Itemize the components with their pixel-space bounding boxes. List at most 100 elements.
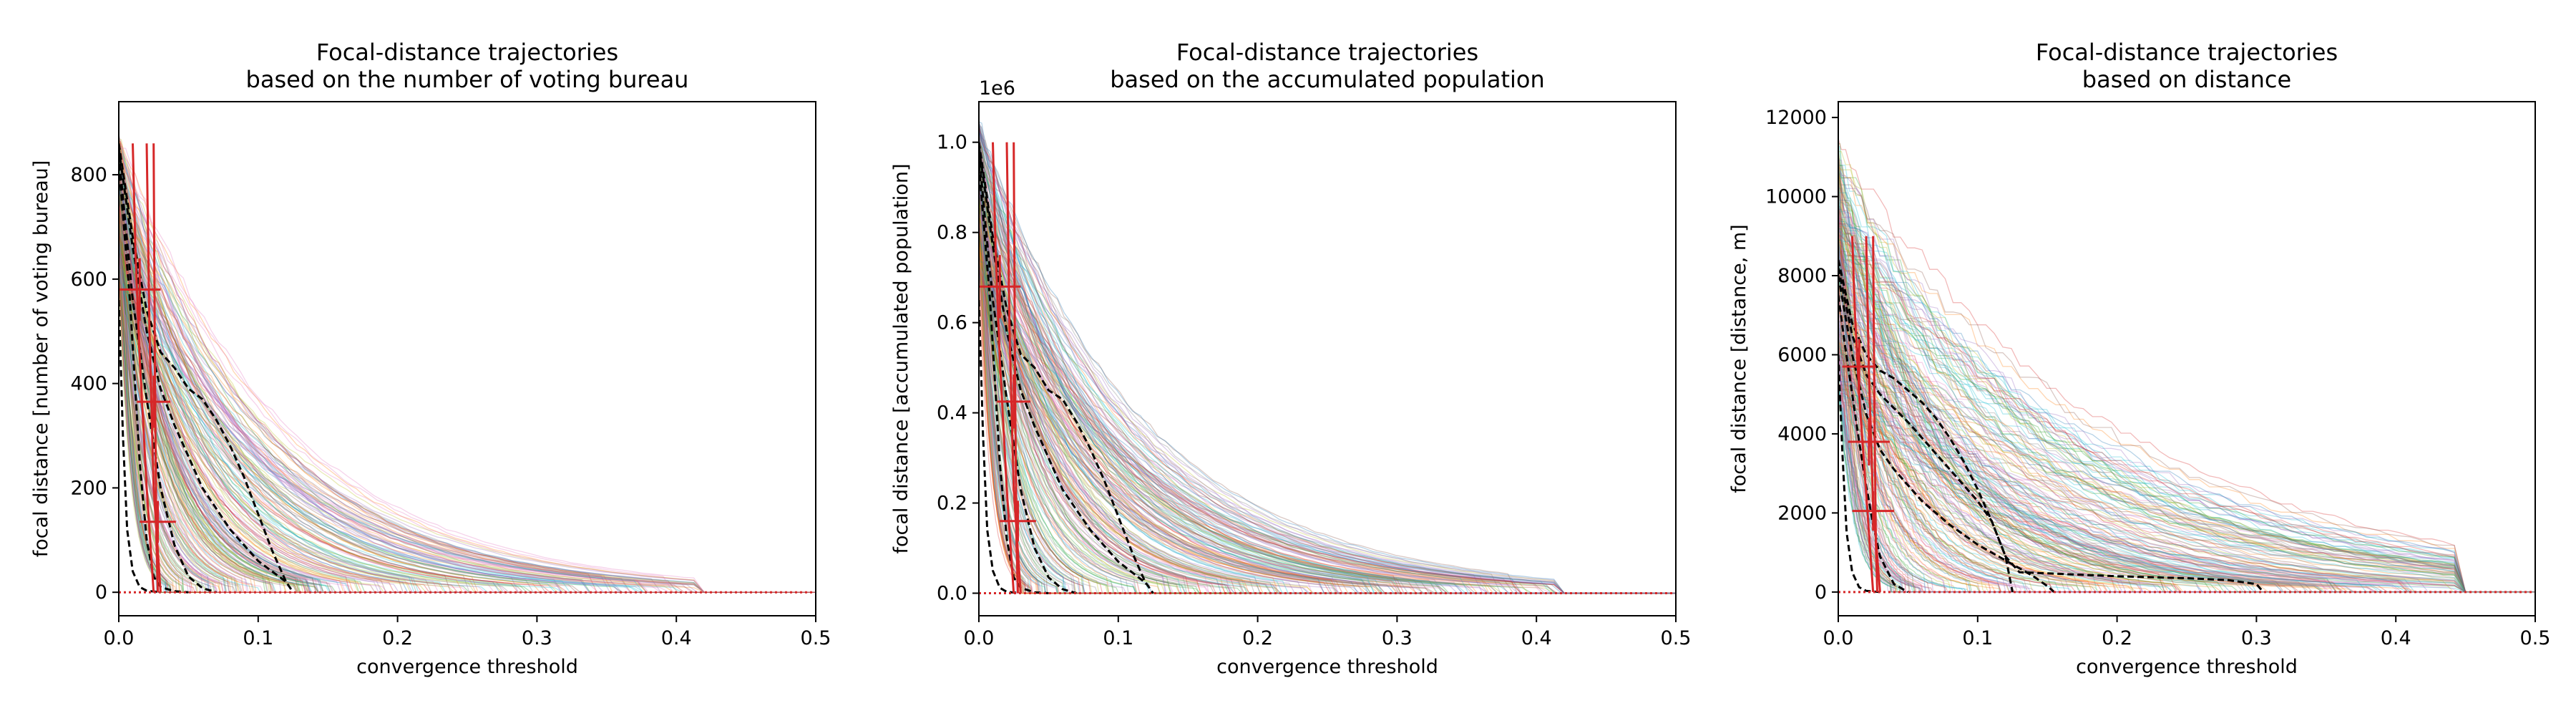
trajectory-line [1838,216,2535,593]
trajectory-line [979,210,1676,594]
trajectory-line [979,204,1676,594]
trajectory-line [1838,223,2535,593]
trajectory-line [119,203,816,593]
trajectory-line [119,217,816,593]
trajectory-line [1838,363,2535,593]
trajectory-line [1838,162,2535,593]
trajectory-line [979,131,1676,594]
trajectory-line [1838,308,2535,593]
trajectory-line [979,158,1676,594]
x-tick-label: 0.5 [801,627,831,649]
trajectory-line [1838,208,2535,593]
trajectory-line [1838,275,2535,593]
trajectory-line [979,170,1676,594]
trajectory-line [979,147,1676,594]
trajectory-line [979,212,1676,594]
trajectory-line [119,274,816,593]
trajectory-line [119,222,816,593]
trajectory-line [1838,373,2535,593]
trajectory-line [979,251,1676,594]
trajectory-line [119,164,816,593]
trajectory-line [1838,228,2535,593]
trajectory-line [1838,268,2535,593]
trajectory-line [1838,343,2535,593]
trajectory-line [119,173,816,593]
trajectory-line [119,163,816,593]
trajectory-line [979,268,1676,594]
trajectory-line [119,146,816,593]
trajectory-line [979,213,1676,594]
trajectory-line [979,124,1676,594]
trajectory-line [119,135,816,593]
trajectory-line [119,156,816,593]
trajectory-line [119,216,816,593]
trajectory-line [979,228,1676,594]
trajectory-line [979,149,1676,594]
y-tick-label: 400 [70,373,107,395]
median-dashed-line-3 [979,151,1077,594]
trajectory-line [119,269,816,593]
trajectory-line [979,184,1676,594]
trajectory-line [119,231,816,593]
trajectory-line [1838,372,2535,593]
trajectory-line [979,182,1676,594]
trajectory-line [1838,284,2535,593]
trajectory-line [1838,242,2535,593]
trajectory-line [979,256,1676,594]
trajectory-line [1838,390,2535,593]
trajectory-line [119,178,816,593]
trajectory-line [1838,147,2535,593]
trajectory-line [119,244,816,593]
trajectory-line [1838,247,2535,593]
trajectory-line [119,188,816,593]
trajectory-line [1838,165,2535,593]
trajectory-line [1838,234,2535,593]
trajectory-line [1838,297,2535,593]
trajectory-line [119,279,816,593]
trajectory-line [119,228,816,593]
trajectory-line [1838,235,2535,593]
trajectory-line [1838,327,2535,593]
trajectory-line [979,196,1676,594]
trajectory-line [119,187,816,593]
axes-frame [978,101,1677,616]
trajectory-line [1838,294,2535,593]
trajectory-line [979,153,1676,594]
trajectory-line [119,240,816,593]
trajectory-line [1838,273,2535,593]
trajectory-line [1838,251,2535,593]
trajectory-line [119,223,816,593]
trajectory-line [1838,360,2535,593]
trajectory-line [1838,366,2535,593]
trajectory-line [1838,186,2535,593]
trajectory-line [979,253,1676,594]
trajectory-line [119,232,816,593]
trajectory-line [979,228,1676,594]
trajectory-line [119,274,816,593]
trajectory-line [1838,269,2535,593]
trajectory-line [979,212,1676,594]
trajectory-line [119,278,816,593]
trajectory-line [979,132,1676,594]
trajectory-line [979,218,1676,594]
trajectory-line [119,153,816,593]
y-offset-label: 1e6 [979,77,1015,100]
trajectory-line [1838,152,2535,593]
trajectory-line [119,190,816,593]
trajectory-line [979,174,1676,594]
trajectory-line [1838,220,2535,593]
trajectory-line [979,153,1676,594]
y-tick-label: 0 [1815,581,1827,604]
trajectory-line [119,203,816,593]
trajectory-line [119,278,816,593]
trajectory-line [979,181,1676,594]
trajectory-line [979,145,1676,594]
trajectory-line [119,275,816,593]
trajectory-line [119,180,816,593]
trajectory-line [119,272,816,593]
trajectory-line [979,140,1676,594]
trajectory-line [1838,338,2535,593]
trajectory-line [1838,332,2535,593]
trajectory-line [1838,344,2535,593]
